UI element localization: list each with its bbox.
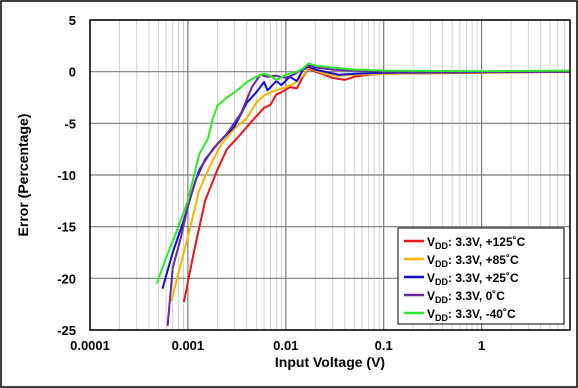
legend-entry: VDD: 3.3V, +85˚C: [427, 253, 519, 269]
series-line: [155, 62, 571, 284]
legend-entry: VDD: 3.3V, +125˚C: [427, 235, 526, 251]
x-tick-label: 0.01: [273, 338, 298, 353]
legend: VDD: 3.3V, +125˚C VDD: 3.3V, +85˚C VDD: 3.…: [397, 227, 565, 325]
legend-entry: VDD: 3.3V, 0˚C: [427, 289, 505, 305]
tick-labels: 0.0001 0.001 0.01 0.1 1 5 0 -5 -10 -15 -20 -25: [57, 13, 485, 353]
x-tick-label: 1: [478, 338, 485, 353]
y-tick-label: 5: [69, 13, 76, 28]
x-tick-label: 0.0001: [70, 338, 110, 353]
y-tick-label: -25: [57, 323, 76, 338]
y-tick-label: -10: [57, 168, 76, 183]
x-tick-label: 0.001: [172, 338, 205, 353]
y-tick-label: -15: [57, 220, 76, 235]
legend-box: [397, 227, 565, 325]
legend-entry: VDD: 3.3V, +25˚C: [427, 271, 519, 287]
y-tick-label: -20: [57, 271, 76, 286]
legend-entry: VDD: 3.3V, -40˚C: [427, 307, 516, 323]
x-axis-title: Input Voltage (V): [275, 354, 385, 370]
x-tick-label: 0.1: [375, 338, 393, 353]
series-lines: [155, 62, 571, 326]
plot-area-border: [89, 19, 571, 331]
series-line: [166, 64, 570, 326]
y-tick-label: -5: [64, 116, 76, 131]
y-tick-label: 0: [69, 65, 76, 80]
y-axis-title: Error (Percentage): [15, 114, 31, 237]
series-line: [170, 66, 571, 302]
